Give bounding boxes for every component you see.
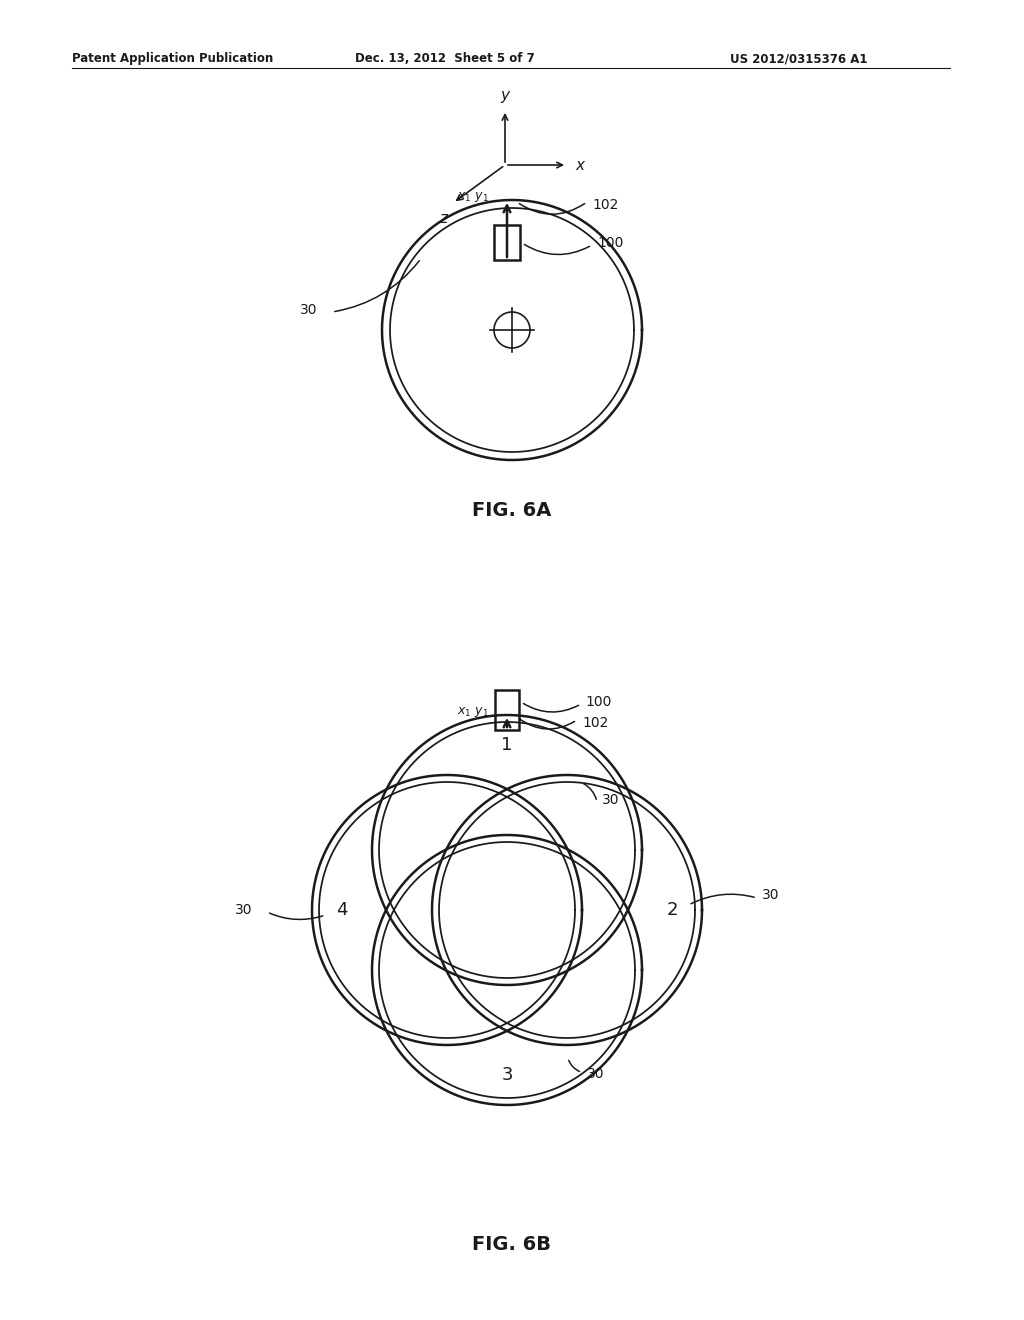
Text: Dec. 13, 2012  Sheet 5 of 7: Dec. 13, 2012 Sheet 5 of 7 <box>355 51 535 65</box>
Text: 102: 102 <box>592 198 618 213</box>
FancyArrowPatch shape <box>691 894 755 904</box>
Text: 30: 30 <box>602 793 620 807</box>
Text: 3: 3 <box>502 1067 513 1084</box>
Text: $x_1\ y_1$: $x_1\ y_1$ <box>457 705 489 719</box>
FancyArrowPatch shape <box>523 704 579 711</box>
Text: x: x <box>575 157 584 173</box>
Text: 30: 30 <box>762 888 779 902</box>
Text: 30: 30 <box>587 1068 604 1081</box>
FancyBboxPatch shape <box>495 690 519 730</box>
FancyArrowPatch shape <box>519 718 574 729</box>
FancyArrowPatch shape <box>524 244 590 255</box>
Text: US 2012/0315376 A1: US 2012/0315376 A1 <box>730 51 867 65</box>
Text: 30: 30 <box>299 304 317 317</box>
FancyArrowPatch shape <box>519 203 585 214</box>
FancyBboxPatch shape <box>494 224 520 260</box>
FancyArrowPatch shape <box>568 1060 580 1072</box>
Text: 4: 4 <box>336 902 348 919</box>
Text: z: z <box>439 211 447 226</box>
Text: 100: 100 <box>585 696 611 709</box>
Text: 30: 30 <box>234 903 252 917</box>
Text: 102: 102 <box>582 715 608 730</box>
Text: FIG. 6A: FIG. 6A <box>472 500 552 520</box>
FancyArrowPatch shape <box>269 913 323 920</box>
Text: 2: 2 <box>667 902 678 919</box>
Text: $x_1\ y_1$: $x_1\ y_1$ <box>457 190 489 205</box>
Text: Patent Application Publication: Patent Application Publication <box>72 51 273 65</box>
Text: 1: 1 <box>502 737 513 754</box>
Text: 100: 100 <box>597 236 624 249</box>
FancyArrowPatch shape <box>335 260 419 312</box>
FancyArrowPatch shape <box>584 784 596 800</box>
Text: y: y <box>501 88 510 103</box>
Text: FIG. 6B: FIG. 6B <box>472 1236 552 1254</box>
